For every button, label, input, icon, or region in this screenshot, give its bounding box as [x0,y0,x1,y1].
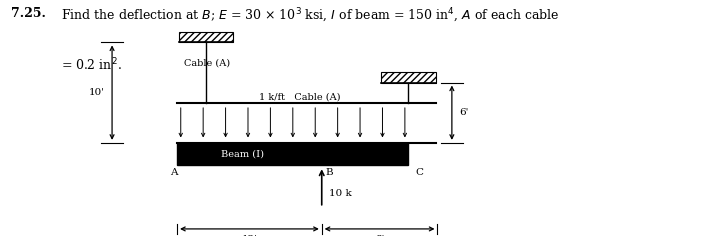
Text: A: A [170,168,177,177]
Text: Cable (A): Cable (A) [184,59,231,68]
Text: 10': 10' [89,88,105,97]
Bar [382,72,435,83]
Text: 7.25.: 7.25. [11,7,46,20]
Bar [177,143,408,165]
Text: C: C [416,168,424,177]
Text: Find the deflection at $B$; $E$ = 30 × 10$^3$ ksi, $I$ of beam = 150 in$^4$, $A$: Find the deflection at $B$; $E$ = 30 × 1… [61,7,560,25]
Text: Beam (I): Beam (I) [221,149,263,159]
Text: 8': 8' [375,235,384,236]
Bar [179,32,233,42]
Text: 6': 6' [459,108,469,117]
Text: 1 k/ft   Cable (A): 1 k/ft Cable (A) [260,93,341,101]
Text: = 0.2 in$^2$.: = 0.2 in$^2$. [61,57,122,73]
Text: 12': 12' [241,235,257,236]
Text: 10 k: 10 k [329,189,351,198]
Text: B: B [325,168,333,177]
